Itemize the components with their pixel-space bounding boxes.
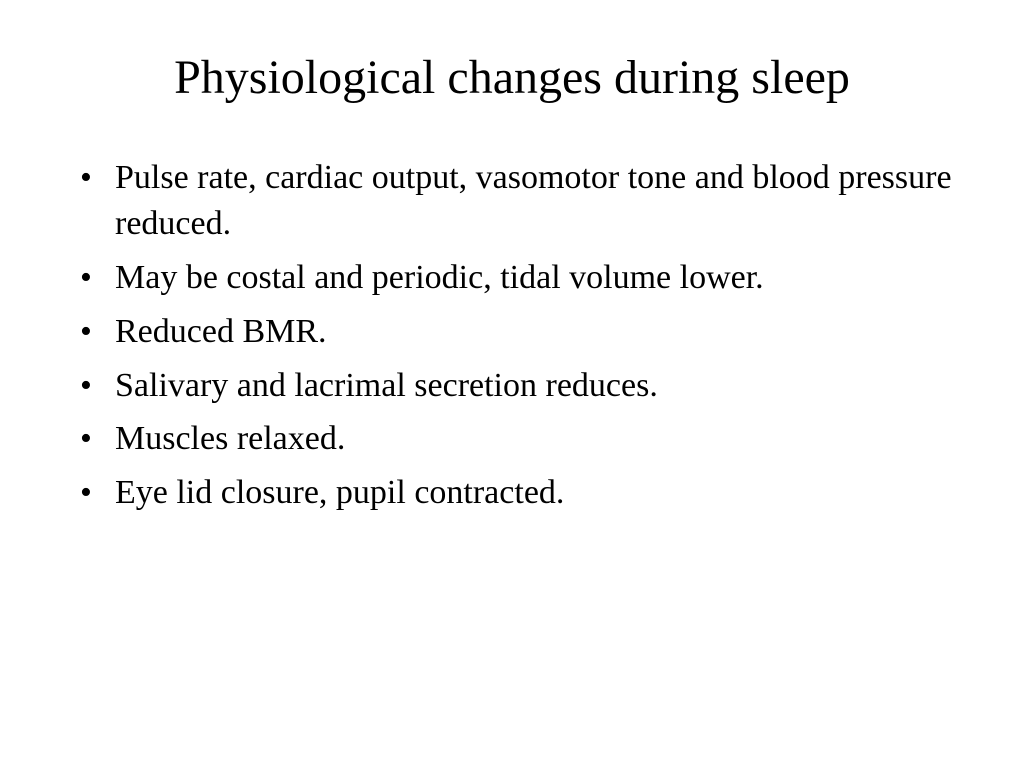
bullet-item: Pulse rate, cardiac output, vasomotor to… bbox=[80, 155, 964, 247]
bullet-item: Eye lid closure, pupil contracted. bbox=[80, 470, 964, 516]
slide-title: Physiological changes during sleep bbox=[60, 50, 964, 105]
bullet-item: Reduced BMR. bbox=[80, 309, 964, 355]
bullet-item: Salivary and lacrimal secretion reduces. bbox=[80, 363, 964, 409]
bullet-item: May be costal and periodic, tidal volume… bbox=[80, 255, 964, 301]
bullet-item: Muscles relaxed. bbox=[80, 416, 964, 462]
bullet-list: Pulse rate, cardiac output, vasomotor to… bbox=[60, 155, 964, 516]
